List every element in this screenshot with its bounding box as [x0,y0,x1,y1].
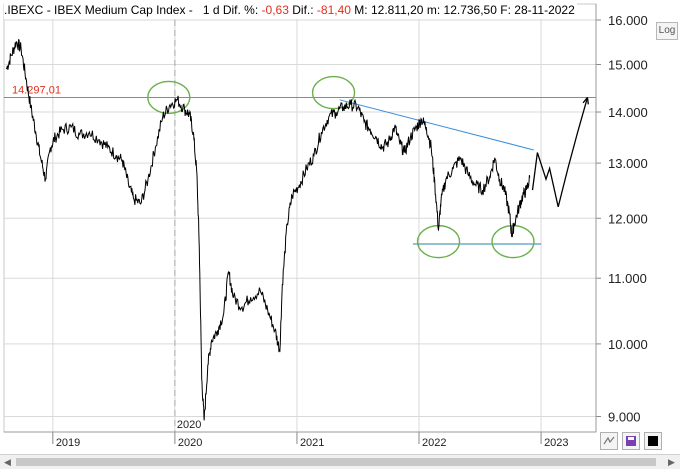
x-tick-label: 2020 [178,437,202,449]
dif-pct-label: Dif. %: [222,3,259,17]
scroll-track[interactable] [14,458,662,466]
x-tick-label: 2019 [56,437,80,449]
trend-line [339,99,534,151]
dif-pct-value: -0,63 [261,3,289,17]
price-line [5,38,531,421]
dif-label: Dif.: [292,3,314,17]
period-label: 1 d [202,3,220,17]
resistance-label: 14.297,01 [12,85,61,97]
x-tick-label: 2021 [300,437,324,449]
vertical-marker-label: 2020 [177,419,201,431]
y-tick-label: 14.000 [608,105,648,120]
grid-lines [3,3,597,433]
scroll-left-icon[interactable]: ◀ [4,457,11,467]
highlight-circle [311,75,356,110]
projection-arrowhead [582,97,589,105]
y-tick-label: 10.000 [608,337,648,352]
y-tick-label: 16.000 [608,13,648,28]
price-series [5,38,589,421]
min-value: 12.736,50 [443,3,497,17]
axes: 9.000 10.000 11.000 12.000 13.000 14.000 15.00… [4,4,648,449]
max-label: M: [354,3,368,17]
horizontal-scrollbar[interactable]: ◀ ▶ [0,454,680,469]
y-tick-label: 12.000 [608,211,648,226]
y-tick-label: 11.000 [608,271,647,286]
scroll-right-icon[interactable]: ▶ [668,457,675,467]
y-tick-label: 15.000 [608,57,648,72]
projection-line [531,97,589,208]
color-box-icon[interactable] [644,432,662,450]
index-name: IBEX Medium Cap Index [54,3,186,17]
date-label: F: [500,3,511,17]
scale-icon[interactable] [600,432,618,450]
dif-value: -81,40 [316,3,351,17]
header-info-bar: .IBEXC - IBEX Medium Cap Index - 1 d Dif… [4,3,577,19]
max-value: 12.811,20 [370,3,424,17]
y-tick-label: 9.000 [608,410,641,425]
date-value: 28-11-2022 [514,3,575,17]
log-scale-button[interactable]: Log [656,22,678,40]
symbol-label: .IBEXC [4,3,44,17]
x-tick-label: 2022 [422,437,446,449]
scroll-thumb[interactable] [16,458,656,466]
y-tick-label: 13.000 [608,156,648,171]
save-icon[interactable] [622,432,640,450]
highlight-circle [147,80,191,115]
chart-overlays: 2020 14.297,01 [4,20,596,432]
x-tick-label: 2023 [544,437,568,449]
min-label: m: [426,3,441,17]
